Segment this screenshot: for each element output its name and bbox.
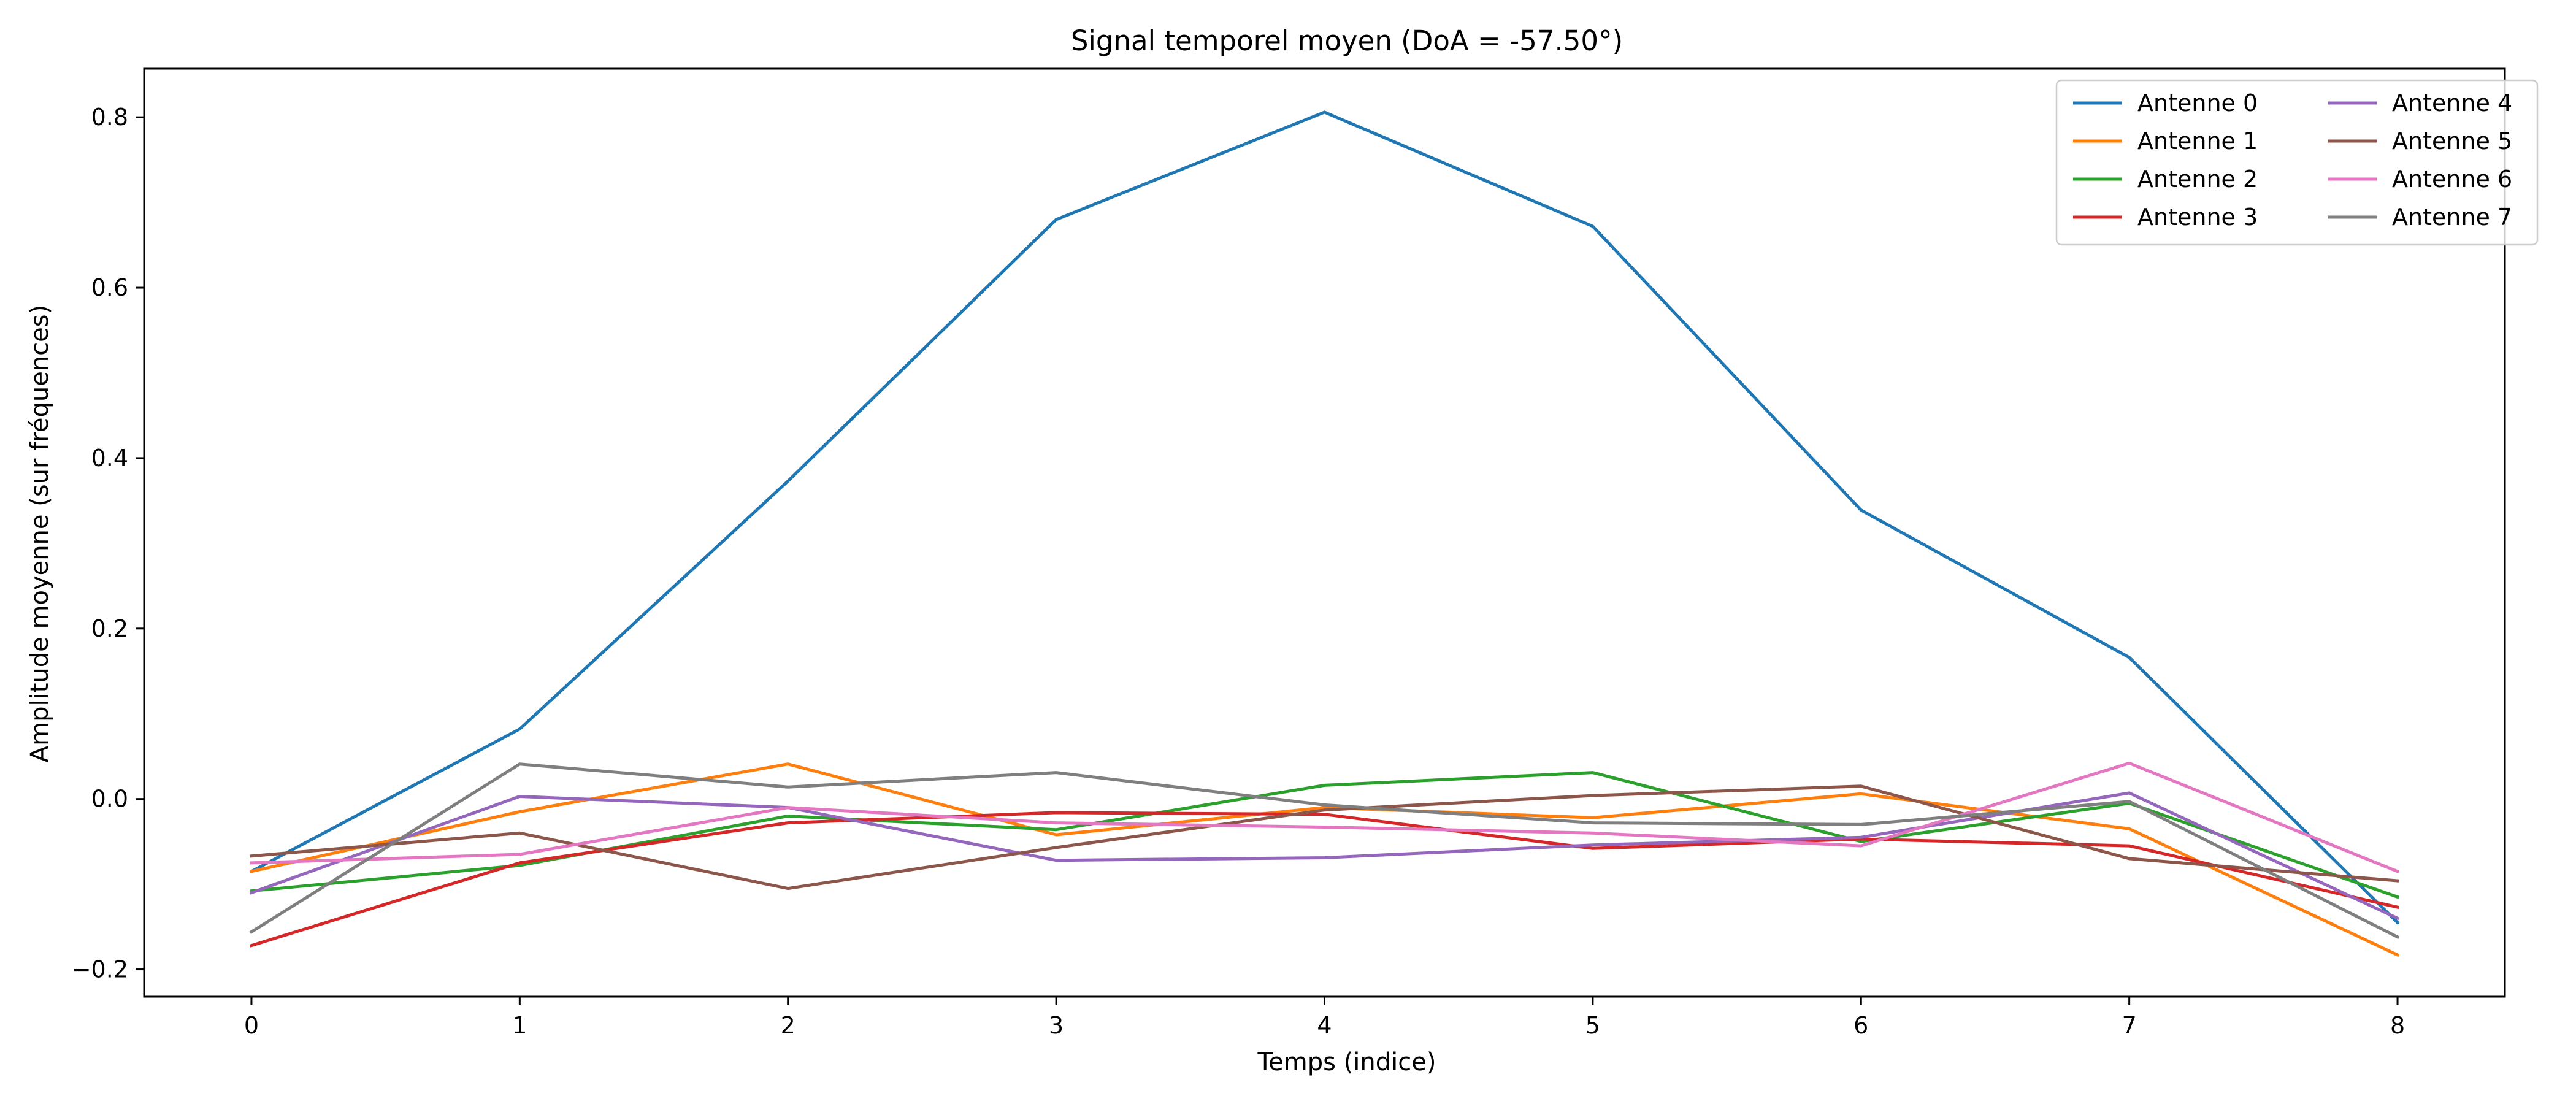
x-tick-label: 7 [2122,1012,2137,1039]
x-tick-label: 5 [1585,1012,1600,1039]
series-line-1 [250,762,2400,957]
series-line-3 [249,811,2399,948]
y-axis-label: Amplitude moyenne (sur fréquences) [26,305,54,762]
x-tick-label: 3 [1049,1012,1064,1039]
legend-label-2: Antenne 2 [2137,166,2258,193]
series-line-7 [249,762,2400,940]
legend-label-4: Antenne 4 [2392,90,2512,117]
series-line-2 [250,771,2400,899]
x-tick-label: 2 [781,1012,795,1039]
x-tick-label: 8 [2390,1012,2405,1039]
legend: Antenne 0 Antenne 1 Antenne 2 Antenne 3 Ante… [2055,79,2539,246]
y-tick-label: 0.0 [91,786,128,813]
legend-label-6: Antenne 6 [2392,166,2512,193]
y-tick-label: 0.2 [91,615,128,642]
series-line-6 [250,761,2400,874]
ticks-layer: 0 1 2 3 4 5 6 7 8 −0.2 0.0 0.2 0.4 0.6 0.8 [72,104,2405,1039]
legend-label-0: Antenne 0 [2137,90,2258,117]
y-tick-label: 0.8 [91,104,128,131]
legend-label-3: Antenne 3 [2137,204,2258,231]
x-tick-label: 4 [1317,1012,1332,1039]
y-tick-label: 0.4 [91,445,128,472]
legend-label-5: Antenne 5 [2392,128,2512,155]
series-line-0 [249,110,2400,925]
y-tick-label: 0.6 [91,274,128,301]
chart-title: Signal temporel moyen (DoA = -57.50°) [1071,25,1623,57]
x-axis-label: Temps (indice) [1257,1048,1436,1076]
series-layer [249,110,2400,957]
x-tick-label: 0 [244,1012,259,1039]
y-tick-label: −0.2 [72,956,128,983]
plot-frame [143,67,2506,998]
legend-box [2055,79,2539,246]
x-tick-label: 6 [1853,1012,1868,1039]
x-tick-label: 1 [512,1012,527,1039]
legend-label-1: Antenne 1 [2137,128,2258,155]
series-line-5 [250,784,2399,891]
legend-label-7: Antenne 7 [2392,204,2512,231]
